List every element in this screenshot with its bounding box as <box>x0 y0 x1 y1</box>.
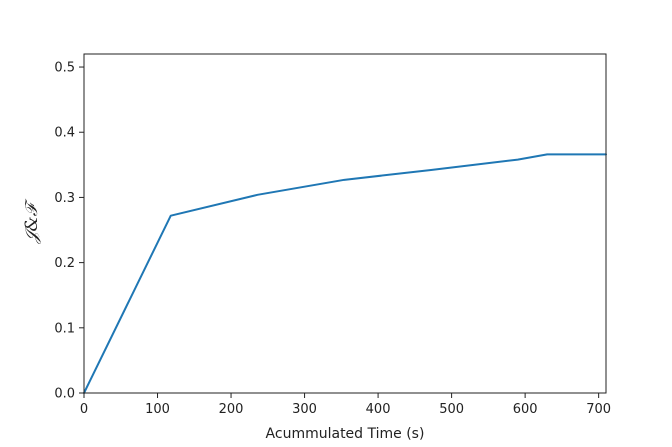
y-tick-label: 0.5 <box>54 61 75 76</box>
x-tick-label: 100 <box>145 402 170 417</box>
y-tick-label: 0.1 <box>54 321 75 336</box>
y-tick-label: 0.0 <box>54 387 75 402</box>
y-axis-title: 𝒥&ℱ <box>22 198 42 244</box>
x-tick-label: 700 <box>586 402 611 417</box>
x-axis: 0 100 200 300 400 500 600 700 <box>80 393 611 417</box>
x-tick-label: 500 <box>439 402 464 417</box>
x-tick-label: 200 <box>219 402 244 417</box>
plot-frame <box>83 53 607 394</box>
series-line <box>83 153 607 394</box>
x-axis-title: Acummulated Time (s) <box>266 426 425 442</box>
y-tick-label: 0.3 <box>54 191 75 206</box>
x-tick-label: 600 <box>513 402 538 417</box>
y-axis: 0.0 0.1 0.2 0.3 0.4 0.5 <box>54 61 84 402</box>
x-tick-label: 300 <box>292 402 317 417</box>
y-tick-label: 0.2 <box>54 256 75 271</box>
x-tick-label: 0 <box>80 402 88 417</box>
x-tick-label: 400 <box>366 402 391 417</box>
series-layer <box>83 153 607 394</box>
y-tick-label: 0.4 <box>54 126 75 141</box>
plot-area <box>84 54 606 393</box>
